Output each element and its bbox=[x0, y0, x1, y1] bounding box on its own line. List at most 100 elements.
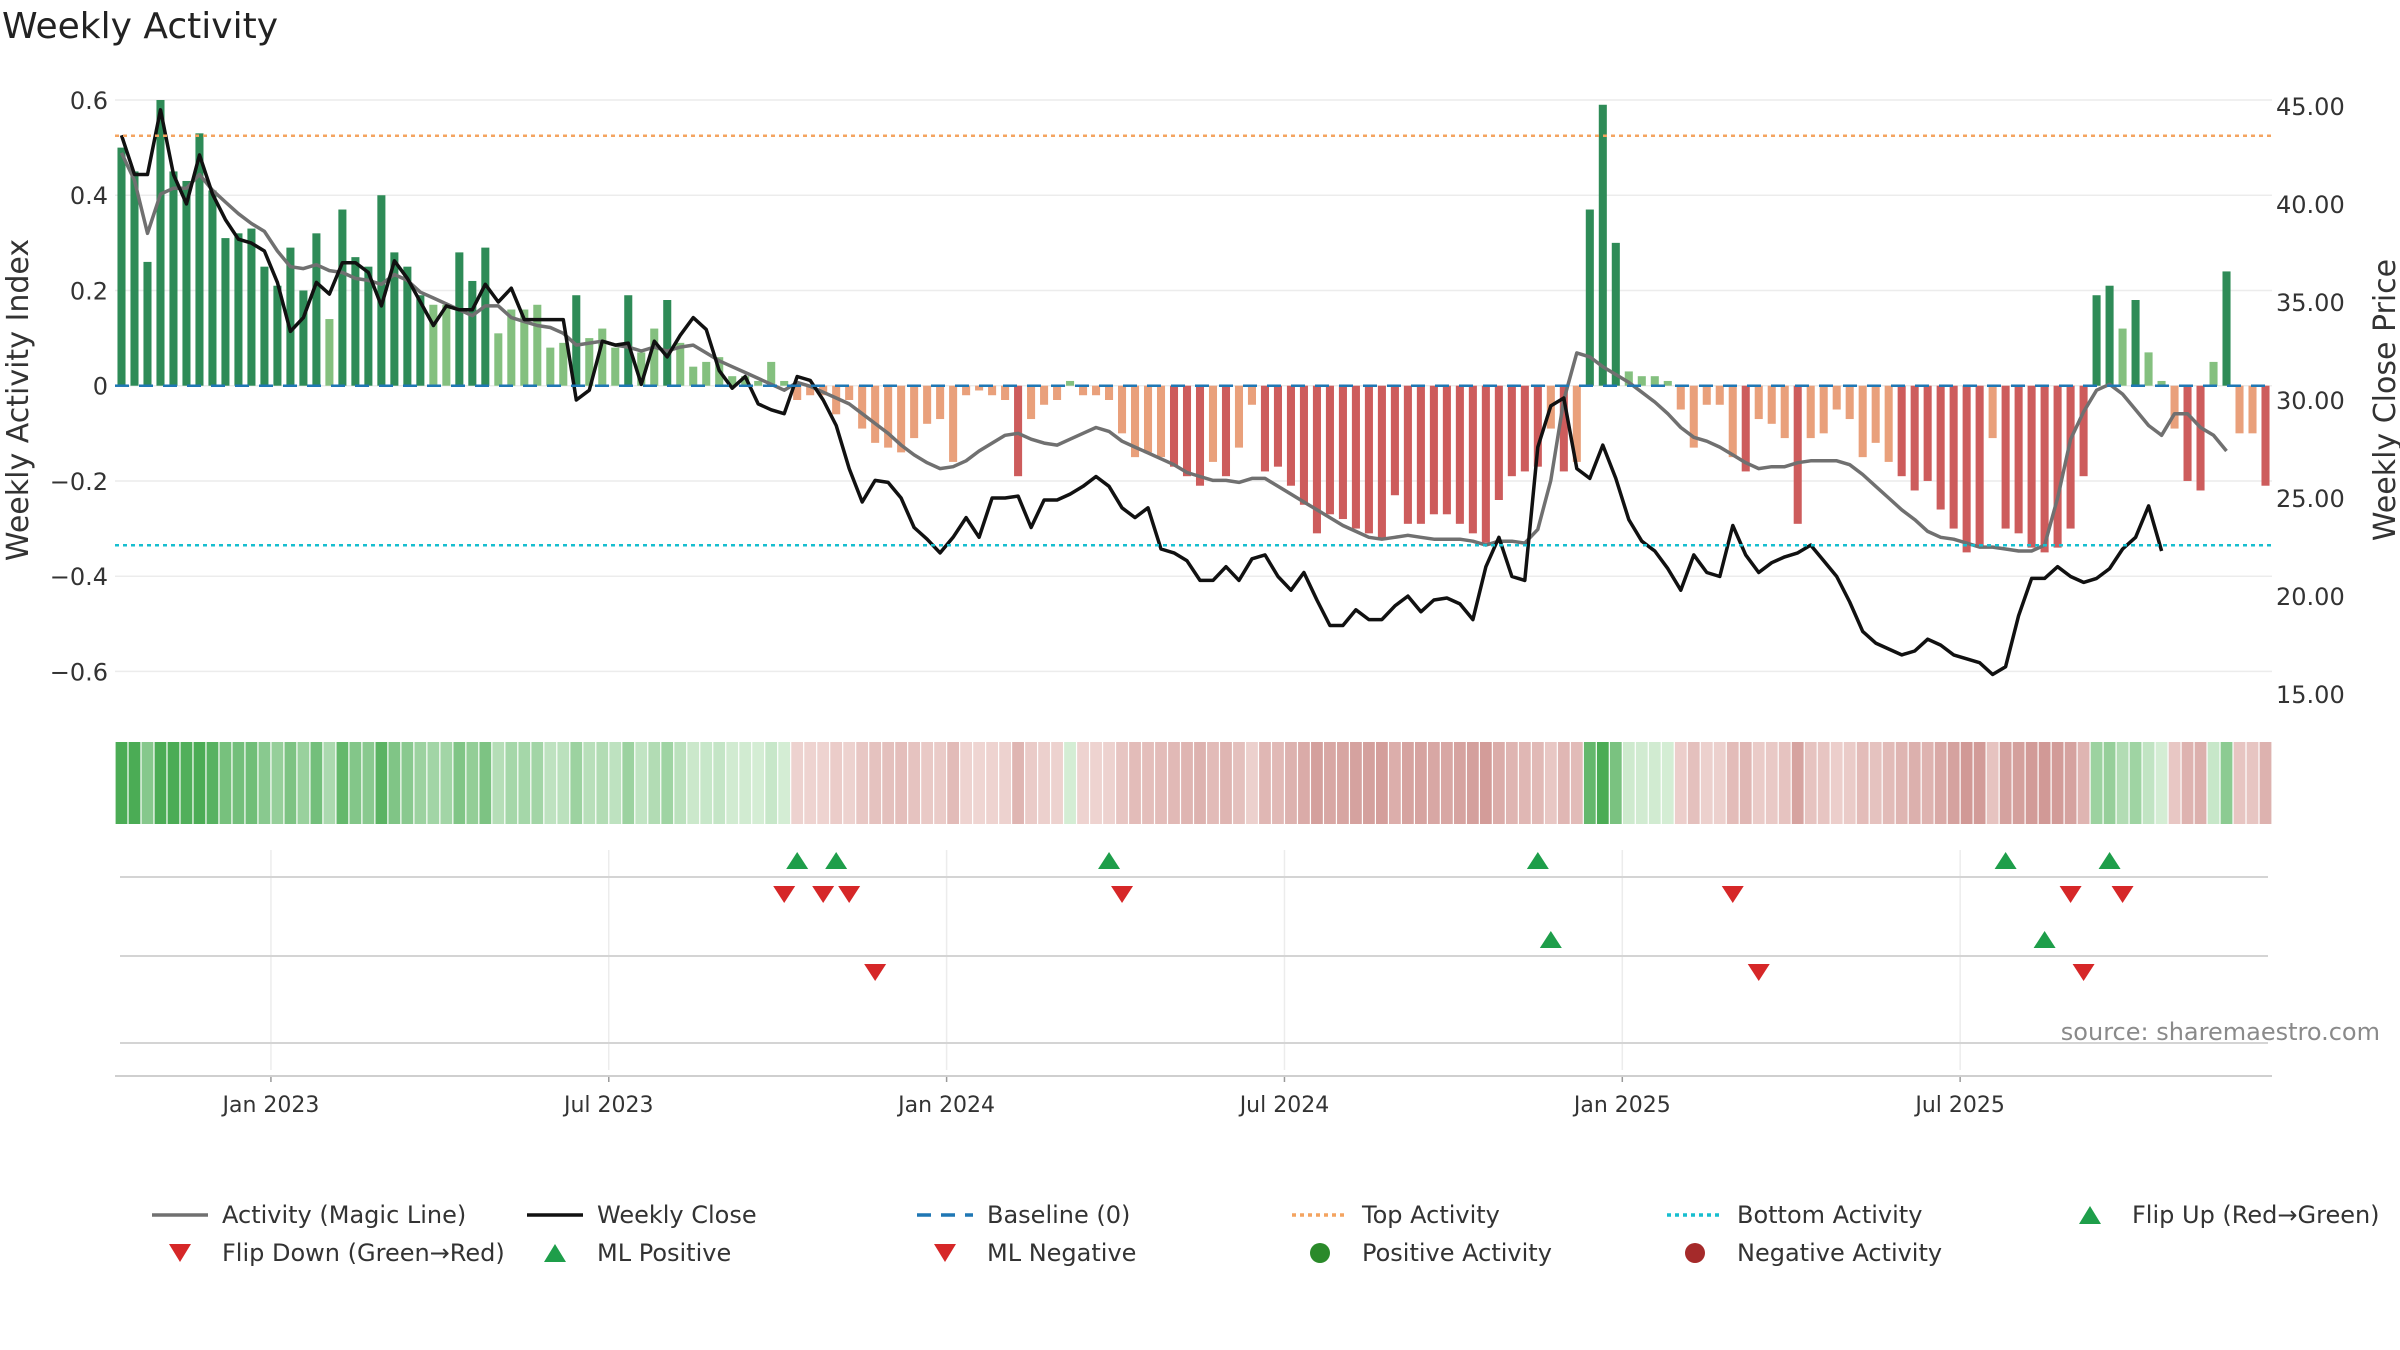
activity-bar bbox=[1455, 385, 1464, 524]
flip-down-marker bbox=[838, 886, 861, 903]
heatmap-cell bbox=[947, 742, 960, 824]
heatmap-cell bbox=[1207, 742, 1219, 824]
activity-bar bbox=[416, 295, 425, 386]
activity-bar bbox=[494, 333, 503, 386]
flip-up-marker bbox=[825, 852, 848, 869]
legend-label: Negative Activity bbox=[1737, 1239, 1943, 1267]
activity-bar bbox=[624, 295, 633, 386]
legend-line-swatch bbox=[152, 1213, 208, 1217]
activity-bar bbox=[1715, 385, 1724, 405]
activity-bar bbox=[728, 376, 737, 386]
heatmap-cell bbox=[1194, 742, 1206, 824]
activity-bar bbox=[195, 133, 204, 386]
left-tick-label: 0.6 bbox=[70, 87, 108, 115]
ml-positive-marker bbox=[2033, 931, 2056, 948]
activity-bar bbox=[351, 257, 360, 386]
left-tick-label: −0.4 bbox=[50, 563, 108, 591]
legend-item: Bottom Activity bbox=[1665, 1200, 1922, 1230]
activity-bar bbox=[1780, 385, 1789, 439]
heatmap-cell bbox=[414, 742, 427, 824]
activity-bar bbox=[2105, 285, 2114, 386]
heatmap-cell bbox=[635, 742, 648, 824]
activity-bar bbox=[962, 385, 971, 396]
heatmap-cell bbox=[2194, 742, 2207, 824]
legend-triangle-down-icon bbox=[169, 1244, 191, 1262]
activity-bar bbox=[507, 309, 516, 386]
heatmap-cell bbox=[1220, 742, 1232, 824]
heatmap-cell bbox=[1129, 742, 1141, 824]
activity-bar bbox=[1650, 376, 1659, 386]
legend-item: Activity (Magic Line) bbox=[150, 1200, 466, 1230]
heatmap-cell bbox=[1298, 742, 1310, 824]
activity-bar bbox=[780, 380, 789, 386]
heatmap-cell bbox=[193, 742, 206, 824]
activity-bar bbox=[403, 266, 412, 386]
activity-bar bbox=[1442, 385, 1451, 515]
heatmap-cell bbox=[2025, 742, 2038, 824]
flip-up-marker bbox=[786, 852, 809, 869]
activity-bar bbox=[390, 252, 399, 386]
heatmap-cell bbox=[505, 742, 518, 824]
heatmap-cell bbox=[1233, 742, 1245, 824]
heatmap-cell bbox=[791, 742, 804, 824]
price-lines bbox=[119, 108, 2228, 677]
heatmap-cell bbox=[544, 742, 557, 824]
heatmap-cell bbox=[1947, 742, 1960, 824]
heatmap-cell bbox=[1544, 742, 1557, 824]
activity-bar bbox=[338, 209, 347, 386]
activity-bar bbox=[169, 171, 178, 386]
heatmap-cell bbox=[141, 742, 154, 824]
heatmap-cell bbox=[843, 742, 856, 824]
activity-bar bbox=[520, 309, 529, 386]
activity-bar bbox=[2014, 385, 2023, 534]
source-label: source: sharemaestro.com bbox=[2061, 1018, 2380, 1046]
legend-line-swatch bbox=[1667, 1213, 1723, 1217]
flip-down-marker bbox=[2111, 886, 2134, 903]
activity-bar bbox=[572, 295, 581, 386]
legend-label: Weekly Close bbox=[597, 1201, 757, 1229]
x-tick-label: Jul 2024 bbox=[1238, 1093, 1330, 1118]
flip-down-marker bbox=[773, 886, 796, 903]
heatmap-cell bbox=[1869, 742, 1882, 824]
x-tick-label: Jan 2023 bbox=[220, 1093, 319, 1118]
heatmap-cell bbox=[1427, 742, 1440, 824]
activity-bar bbox=[143, 261, 152, 386]
activity-bar bbox=[1663, 380, 1672, 386]
activity-bar bbox=[1494, 385, 1503, 500]
activity-bar bbox=[1533, 385, 1542, 467]
activity-bar bbox=[1858, 385, 1867, 458]
heatmap-cell bbox=[2064, 742, 2077, 824]
activity-bar bbox=[741, 376, 750, 386]
heatmap-cell bbox=[1934, 742, 1947, 824]
activity-bar bbox=[2053, 385, 2062, 548]
activity-bar bbox=[2183, 385, 2192, 481]
heatmap-cell bbox=[2207, 742, 2220, 824]
activity-bar bbox=[910, 385, 919, 439]
activity-bar bbox=[1767, 385, 1776, 424]
heatmap-cell bbox=[128, 742, 141, 824]
heatmap-cell bbox=[1077, 742, 1089, 824]
heatmap-cell bbox=[1402, 742, 1414, 824]
flip-down-marker bbox=[812, 886, 835, 903]
activity-bar bbox=[845, 385, 854, 400]
heatmap-cell bbox=[2181, 742, 2194, 824]
activity-bar bbox=[676, 342, 685, 386]
activity-bar bbox=[1377, 385, 1386, 539]
heatmap-cell bbox=[1908, 742, 1921, 824]
activity-bar bbox=[702, 361, 711, 386]
activity-bar bbox=[1806, 385, 1815, 439]
legend-label: ML Negative bbox=[987, 1239, 1137, 1267]
legend-label: Baseline (0) bbox=[987, 1201, 1131, 1229]
activity-bar bbox=[1429, 385, 1438, 515]
activity-bar bbox=[1182, 385, 1192, 477]
activity-bar bbox=[273, 285, 282, 386]
activity-bar bbox=[1325, 385, 1334, 515]
ml-positive-marker bbox=[1539, 931, 1562, 948]
activity-bar bbox=[481, 247, 490, 386]
heatmap-cell bbox=[2129, 742, 2142, 824]
activity-bar bbox=[1351, 385, 1360, 529]
heatmap-cell bbox=[1376, 742, 1388, 824]
activity-bar bbox=[650, 328, 659, 386]
heatmap-cell bbox=[1531, 742, 1544, 824]
activity-bar bbox=[754, 380, 763, 386]
